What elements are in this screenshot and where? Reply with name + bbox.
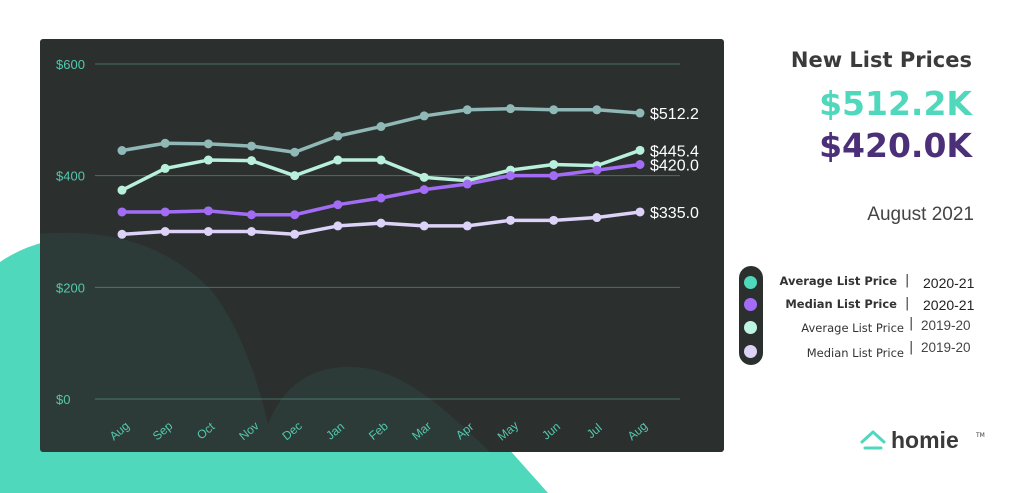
data-point: [549, 105, 559, 115]
data-point: [462, 105, 472, 115]
legend-separator: |: [905, 296, 910, 311]
legend-label-avg-2020-21: Average List Price: [779, 274, 897, 288]
data-point: [117, 185, 127, 195]
data-point: [592, 105, 602, 115]
data-point: [376, 155, 386, 165]
data-point: [419, 172, 429, 182]
legend-dot-avg-2020-21: [744, 276, 757, 289]
data-point: [333, 200, 343, 210]
data-point: [376, 218, 386, 228]
x-tick-label: Jun: [539, 419, 563, 442]
legend-year-avg-2019-20: 2019-20: [921, 318, 971, 333]
median-price-value: $420.0K: [819, 126, 972, 165]
data-point: [549, 160, 559, 169]
data-point: [160, 138, 170, 148]
data-point: [247, 156, 256, 166]
x-tick-label: Aug: [625, 419, 650, 443]
x-tick-label: May: [495, 418, 521, 443]
grid-lines: [95, 63, 680, 400]
legend-dot-avg-2019-20: [744, 321, 757, 334]
data-point: [549, 215, 559, 225]
data-point: [419, 221, 429, 231]
x-tick-label: Jul: [584, 421, 605, 442]
legend-year-median-2020-21: 2020-21: [923, 297, 975, 313]
legend-dot-median-2019-20: [744, 345, 757, 358]
data-point: [290, 171, 300, 181]
legend-separator: |: [909, 316, 914, 331]
data-point: [376, 193, 386, 203]
data-point: [635, 145, 645, 155]
data-point: [462, 179, 472, 189]
y-tick-label: $0: [56, 392, 70, 407]
data-point: [247, 210, 256, 220]
y-axis-ticks: $0 $200 $400 $600: [56, 57, 85, 407]
average-price-value: $512.2K: [819, 84, 972, 123]
data-point: [203, 155, 213, 165]
series-end-label: $420.0: [650, 158, 699, 175]
data-point: [333, 221, 343, 231]
data-point: [376, 122, 386, 132]
series-line: [120, 162, 642, 217]
line-chart: $0$200$400$600 Aug Sep Oct Nov Dec Jan Feb Mar A…: [40, 57, 699, 452]
data-point: [333, 155, 343, 165]
legend-label-median-2020-21: Median List Price: [785, 297, 897, 311]
data-point: [592, 213, 602, 223]
headline-title: New List Prices: [790, 48, 972, 72]
series-end-label: $512.2: [650, 106, 699, 123]
series-end-label: $335.0: [650, 205, 699, 222]
data-point: [419, 185, 429, 195]
data-point: [290, 147, 300, 157]
data-point: [592, 165, 602, 175]
period-label: August 2021: [867, 204, 974, 225]
data-point: [290, 229, 300, 239]
data-point: [247, 141, 256, 151]
series-group: [117, 104, 645, 239]
y-tick-label: $600: [56, 57, 85, 72]
data-point: [247, 227, 256, 236]
data-point: [419, 111, 429, 121]
data-point: [462, 221, 472, 231]
legend-label-avg-2019-20: Average List Price: [801, 321, 904, 335]
data-point: [635, 108, 645, 118]
end-labels: $512.2 $445.4$420.0 $335.0: [650, 106, 699, 222]
legend-label-median-2019-20: Median List Price: [806, 346, 904, 360]
legend-separator: |: [905, 273, 910, 288]
data-point: [333, 131, 343, 141]
data-point: [203, 206, 213, 216]
y-tick-label: $400: [56, 169, 85, 184]
data-point: [506, 171, 515, 181]
data-point: [290, 210, 300, 220]
data-point: [160, 163, 170, 173]
data-point: [506, 215, 515, 225]
data-point: [203, 227, 213, 236]
chart-panel: $0 $200 $400 $600 Aug Sep Oct Nov Dec Jan Feb Mar A…: [40, 39, 724, 452]
legend-separator: |: [909, 340, 914, 355]
data-point: [117, 207, 127, 217]
data-point: [635, 160, 645, 169]
data-point: [203, 139, 213, 149]
brand-name: homie: [891, 427, 959, 453]
data-point: [160, 227, 170, 236]
data-point: [117, 229, 127, 239]
data-point: [160, 207, 170, 217]
trademark-mark: TM: [976, 432, 985, 439]
data-point: [635, 207, 645, 217]
data-point: [549, 171, 559, 181]
legend-year-avg-2020-21: 2020-21: [923, 275, 975, 291]
house-icon: [860, 430, 886, 450]
data-point: [117, 146, 127, 156]
data-point: [506, 104, 515, 114]
y-tick-label: $200: [56, 280, 85, 295]
panel-wave-overlay: [40, 232, 490, 452]
legend-year-median-2019-20: 2019-20: [921, 340, 971, 355]
legend-dot-median-2020-21: [744, 298, 757, 311]
series-end-label: $445.4: [650, 143, 699, 160]
